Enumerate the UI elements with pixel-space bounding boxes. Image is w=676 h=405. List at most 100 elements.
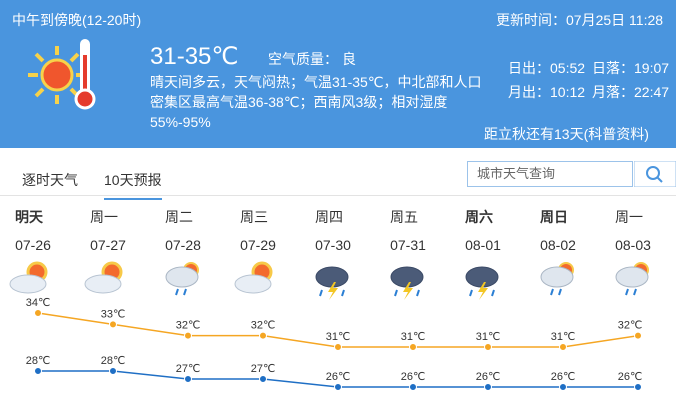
weekday: 明天 xyxy=(15,209,44,225)
cloud xyxy=(465,266,499,288)
temperature-label: 31℃ xyxy=(476,331,501,343)
temperature-point xyxy=(34,367,42,375)
temperature-point xyxy=(409,383,417,391)
weather-icon xyxy=(9,261,48,294)
weather-icon xyxy=(315,266,349,300)
drops xyxy=(394,289,420,297)
date: 07-30 xyxy=(315,237,351,253)
temperature-label: 32℃ xyxy=(618,320,643,332)
temperature-label: 26℃ xyxy=(551,371,576,383)
date: 08-03 xyxy=(615,237,651,253)
date: 07-29 xyxy=(240,237,276,253)
moonrise: 月出：10:12 xyxy=(508,84,586,100)
temperature-label: 31℃ xyxy=(326,331,351,343)
tab-active[interactable]: 10天预报 xyxy=(104,170,162,200)
date: 07-28 xyxy=(165,237,201,253)
cloud xyxy=(615,266,649,288)
temperature-label: 32℃ xyxy=(176,320,201,332)
header: 中午到傍晚(12-20时) 更新时间：07月25日 11:28 31-35℃ 空… xyxy=(0,0,676,148)
temperature-label: 31℃ xyxy=(401,331,426,343)
weather-icon xyxy=(165,262,199,296)
weekday: 周三 xyxy=(240,209,268,225)
temperature-point xyxy=(559,343,567,351)
date: 07-31 xyxy=(390,237,426,253)
countdown[interactable]: 距立秋还有13天(科普资料) xyxy=(484,126,649,142)
date: 07-27 xyxy=(90,237,126,253)
temperature-point xyxy=(409,343,417,351)
temperature-point xyxy=(634,331,642,340)
temperature-point xyxy=(334,383,342,391)
weather-icon xyxy=(28,39,96,110)
temperature-label: 34℃ xyxy=(26,297,51,309)
drops xyxy=(550,288,562,296)
temperature-label: 26℃ xyxy=(401,371,426,383)
temperature-point xyxy=(109,367,117,375)
cloud xyxy=(9,274,47,294)
temperature-point xyxy=(259,375,267,383)
weather-icon xyxy=(465,266,499,300)
cloud xyxy=(540,266,574,288)
weather-icon xyxy=(540,262,574,296)
temperature-label: 31℃ xyxy=(551,331,576,343)
moonset: 月落：22:47 xyxy=(592,84,670,100)
weekday: 周五 xyxy=(390,209,418,225)
temperature-point xyxy=(109,320,117,329)
cloud xyxy=(390,266,424,288)
bolt xyxy=(328,282,338,300)
weather-icon xyxy=(234,261,273,294)
air-quality: 良 xyxy=(342,51,356,67)
temperature-label: 27℃ xyxy=(176,363,201,375)
drops xyxy=(319,289,345,297)
sunrise: 日出：05:52 xyxy=(508,60,586,76)
date: 08-02 xyxy=(540,237,576,253)
cloud xyxy=(315,266,349,288)
temperature-point xyxy=(334,343,342,351)
temperature-point xyxy=(484,343,492,351)
period: 中午到傍晚(12-20时) xyxy=(12,12,142,28)
search-button[interactable] xyxy=(634,161,676,187)
drops xyxy=(625,288,637,296)
cloud xyxy=(84,274,122,294)
temperature-label: 26℃ xyxy=(476,371,501,383)
weekday: 周日 xyxy=(540,209,568,225)
temperature-point xyxy=(184,375,192,383)
weather-icon xyxy=(390,266,424,300)
air-quality-label: 空气质量： xyxy=(268,51,338,67)
temperature-label: 28℃ xyxy=(101,355,126,367)
drops xyxy=(469,289,495,297)
temperature-point xyxy=(184,331,192,340)
temperature-point xyxy=(634,383,642,391)
weekday: 周六 xyxy=(465,209,493,225)
temperature-label: 26℃ xyxy=(618,371,643,383)
sunset: 日落：19:07 xyxy=(592,60,670,76)
temperature-point xyxy=(559,383,567,391)
temperature-label: 27℃ xyxy=(251,363,276,375)
weekday: 周四 xyxy=(315,209,343,225)
temperature: 31-35℃ xyxy=(150,43,239,70)
date: 08-01 xyxy=(465,237,501,253)
description: 晴天间多云，天气闷热；气温31-35℃，中北部和人口密集区最高气温36-38℃；… xyxy=(150,74,482,130)
temperature-label: 33℃ xyxy=(101,308,126,320)
temperature-label: 26℃ xyxy=(326,371,351,383)
temperature-point xyxy=(484,383,492,391)
weather-icon xyxy=(84,261,123,294)
tab[interactable]: 逐时天气 xyxy=(22,172,78,188)
search-input[interactable]: 城市天气查询 xyxy=(467,161,633,187)
bolt xyxy=(478,282,488,300)
update-time: 更新时间：07月25日 11:28 xyxy=(496,12,664,28)
date: 07-26 xyxy=(15,237,51,253)
drops xyxy=(175,288,187,296)
temperature-label: 32℃ xyxy=(251,320,276,332)
temperature-point xyxy=(34,309,42,317)
cloud xyxy=(165,266,199,288)
weekday: 周一 xyxy=(615,209,643,225)
temperature-point xyxy=(259,331,267,340)
bolt xyxy=(403,282,413,300)
divider xyxy=(0,195,676,196)
weather-icon xyxy=(615,262,649,296)
weekday: 周二 xyxy=(165,209,193,225)
weekday: 周一 xyxy=(90,209,118,225)
cloud xyxy=(234,274,272,294)
